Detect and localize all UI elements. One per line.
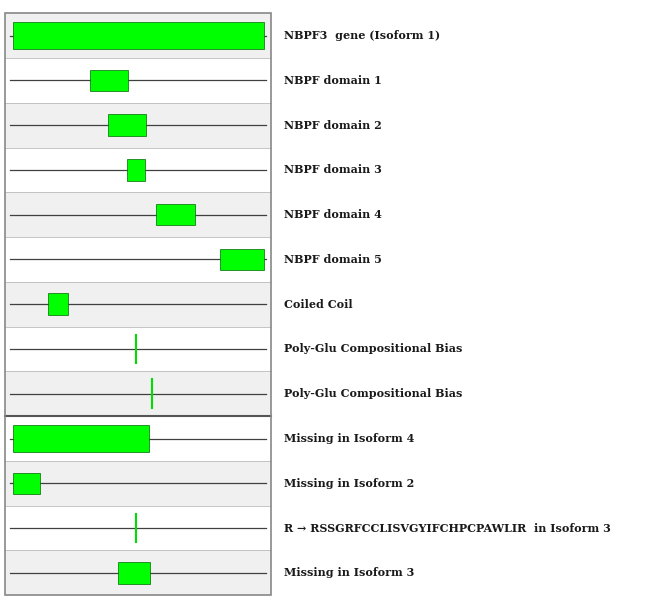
Text: NBPF domain 2: NBPF domain 2	[284, 119, 382, 131]
Bar	[13, 22, 264, 49]
Text: Missing in Isoform 3: Missing in Isoform 3	[284, 568, 415, 578]
Bar	[5, 326, 271, 371]
Bar	[13, 425, 148, 452]
Bar	[220, 248, 264, 270]
Bar	[5, 416, 271, 461]
Bar	[108, 115, 146, 136]
Bar	[5, 148, 271, 192]
Bar	[5, 103, 271, 148]
Bar	[5, 13, 271, 58]
Bar	[5, 282, 271, 326]
Bar	[156, 204, 195, 226]
Text: NBPF domain 5: NBPF domain 5	[284, 254, 383, 265]
Bar	[5, 58, 271, 103]
Bar	[13, 473, 40, 494]
Bar	[127, 159, 145, 181]
Text: R → RSSGRFCCLISVGYIFCHPCPAWLIR  in Isoform 3: R → RSSGRFCCLISVGYIFCHPCPAWLIR in Isofor…	[284, 523, 611, 533]
Bar	[118, 562, 150, 584]
Text: NBPF domain 4: NBPF domain 4	[284, 209, 383, 220]
Text: NBPF domain 1: NBPF domain 1	[284, 75, 382, 86]
Bar	[48, 293, 68, 315]
Text: Coiled Coil: Coiled Coil	[284, 299, 353, 310]
Bar	[5, 506, 271, 550]
Text: Missing in Isoform 4: Missing in Isoform 4	[284, 433, 415, 444]
Bar	[90, 70, 128, 91]
Text: NBPF3  gene (Isoform 1): NBPF3 gene (Isoform 1)	[284, 30, 441, 41]
Bar	[5, 461, 271, 506]
Text: NBPF domain 3: NBPF domain 3	[284, 164, 383, 175]
Bar	[5, 192, 271, 237]
Bar	[5, 550, 271, 595]
Text: Missing in Isoform 2: Missing in Isoform 2	[284, 478, 415, 489]
Bar	[5, 371, 271, 416]
Text: Poly-Glu Compositional Bias: Poly-Glu Compositional Bias	[284, 343, 463, 355]
Bar	[5, 237, 271, 282]
Text: Poly-Glu Compositional Bias: Poly-Glu Compositional Bias	[284, 388, 463, 399]
